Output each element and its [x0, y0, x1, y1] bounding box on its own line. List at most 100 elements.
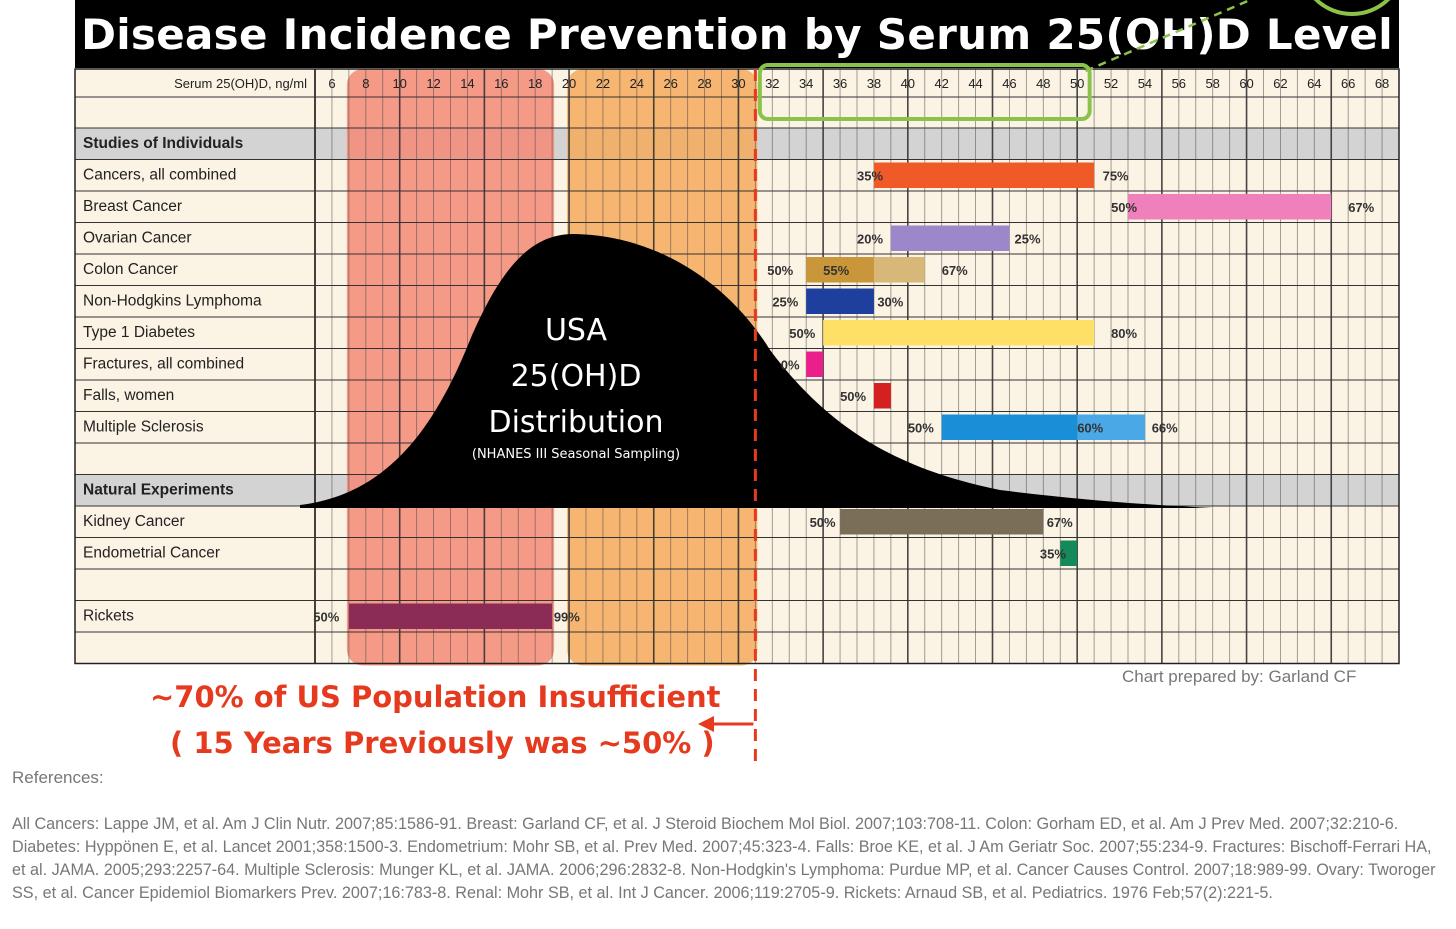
- optimal-range-highlight: [757, 63, 1092, 121]
- row-label: Type 1 Diabetes: [83, 324, 195, 341]
- distribution-label: Distribution: [488, 405, 663, 440]
- distribution-label: 25(OH)D: [511, 359, 642, 394]
- row-label: Colon Cancer: [83, 261, 178, 278]
- x-tick-label: 60: [1239, 76, 1253, 91]
- percent-label: 25%: [1015, 232, 1041, 247]
- x-tick-label: 18: [528, 76, 542, 91]
- x-tick-label: 32: [765, 76, 779, 91]
- x-tick-label: 38: [867, 76, 881, 91]
- percent-label: 25%: [772, 295, 798, 310]
- references-heading: References:: [12, 768, 104, 787]
- x-tick-label: 50: [1070, 76, 1084, 91]
- row-label: Breast Cancer: [83, 198, 182, 215]
- references-text: All Cancers: Lappe JM, et al. Am J Clin …: [12, 815, 1436, 902]
- x-tick-label: 12: [426, 76, 440, 91]
- percent-label: 50%: [810, 515, 836, 530]
- prepared-by-credit: Chart prepared by: Garland CF: [1122, 667, 1357, 686]
- section-label: Studies of Individuals: [83, 135, 243, 152]
- row-label: Kidney Cancer: [83, 513, 185, 530]
- x-tick-label: 40: [901, 76, 915, 91]
- x-tick-label: 44: [968, 76, 982, 91]
- row-label: Endometrial Cancer: [83, 545, 220, 562]
- percent-label: 50%: [1111, 200, 1137, 215]
- x-tick-label: 52: [1104, 76, 1118, 91]
- percent-label: 80%: [1111, 326, 1137, 341]
- percent-label: 67%: [1348, 200, 1374, 215]
- x-tick-label: 34: [799, 76, 813, 91]
- row-label: Cancers, all combined: [83, 167, 236, 184]
- data-bar: [806, 288, 874, 314]
- row-label: Fractures, all combined: [83, 356, 244, 373]
- x-tick-label: 46: [1002, 76, 1016, 91]
- x-tick-label: 10: [392, 76, 406, 91]
- percent-label: 50%: [908, 421, 934, 436]
- x-tick-label: 6: [328, 76, 335, 91]
- x-tick-label: 30: [731, 76, 745, 91]
- chart-border: [74, 68, 1400, 665]
- percent-label: 99%: [554, 610, 580, 625]
- percent-label: 50%: [767, 263, 793, 278]
- x-tick-label: 68: [1375, 76, 1389, 91]
- x-tick-label: 42: [934, 76, 948, 91]
- x-tick-label: 28: [697, 76, 711, 91]
- chart-title: Disease Incidence Prevention by Serum 25…: [81, 10, 1393, 59]
- percent-label: 35%: [1040, 547, 1066, 562]
- previous-annotation: ( 15 Years Previously was ~50% ): [170, 726, 715, 760]
- cutoff-arrow-head: [698, 716, 714, 732]
- distribution-label: USA: [545, 313, 608, 348]
- data-bar: [806, 257, 874, 283]
- x-tick-label: 58: [1205, 76, 1219, 91]
- x-tick-label: 48: [1036, 76, 1050, 91]
- data-bar: [823, 320, 1095, 346]
- x-axis-label: Serum 25(OH)D, ng/ml: [174, 76, 307, 91]
- data-bar: [873, 383, 891, 409]
- x-tick-label: 64: [1307, 76, 1321, 91]
- x-tick-label: 56: [1172, 76, 1186, 91]
- x-tick-label: 24: [630, 76, 644, 91]
- x-tick-label: 62: [1273, 76, 1287, 91]
- percent-label: 50%: [789, 326, 815, 341]
- data-bar: [348, 603, 553, 629]
- data-bar: [1128, 194, 1332, 220]
- data-bar: [873, 162, 1095, 188]
- x-tick-label: 20: [562, 76, 576, 91]
- percent-label: 55%: [823, 263, 849, 278]
- percent-label: 67%: [1047, 515, 1073, 530]
- row-label: Multiple Sclerosis: [83, 419, 204, 436]
- data-bar: [941, 414, 1078, 440]
- data-bar: [1060, 540, 1078, 566]
- x-tick-label: 54: [1138, 76, 1152, 91]
- data-bar: [806, 351, 824, 377]
- x-tick-label: 16: [494, 76, 508, 91]
- x-tick-label: 22: [596, 76, 610, 91]
- percent-label: 50%: [313, 610, 339, 625]
- title-bar: Disease Incidence Prevention by Serum 25…: [75, 0, 1399, 68]
- x-tick-label: 14: [460, 76, 474, 91]
- percent-label: 0%: [781, 358, 800, 373]
- percent-label: 66%: [1152, 421, 1178, 436]
- percent-label: 50%: [840, 389, 866, 404]
- data-bar: [873, 257, 925, 283]
- percent-label: 30%: [877, 295, 903, 310]
- row-label: Rickets: [83, 608, 134, 625]
- section-label: Natural Experiments: [83, 482, 234, 499]
- percent-label: 75%: [1103, 169, 1129, 184]
- x-tick-label: 66: [1341, 76, 1355, 91]
- data-bar: [890, 225, 1010, 251]
- data-bar: [840, 509, 1044, 535]
- percent-label: 67%: [942, 263, 968, 278]
- row-label: Falls, women: [83, 387, 174, 404]
- highlight-callout-circle: [1313, 0, 1391, 16]
- data-bar: [1077, 414, 1145, 440]
- x-tick-label: 26: [663, 76, 677, 91]
- highlight-connector-line: [1085, 0, 1251, 73]
- percent-label: 60%: [1077, 421, 1103, 436]
- row-label: Ovarian Cancer: [83, 230, 192, 247]
- insufficient-annotation: ~70% of US Population Insufficient: [150, 680, 721, 714]
- distribution-sublabel: (NHANES III Seasonal Sampling): [472, 447, 680, 462]
- row-label: Non-Hodgkins Lymphoma: [83, 293, 262, 310]
- percent-label: 20%: [857, 232, 883, 247]
- x-tick-label: 8: [362, 76, 369, 91]
- x-tick-label: 36: [833, 76, 847, 91]
